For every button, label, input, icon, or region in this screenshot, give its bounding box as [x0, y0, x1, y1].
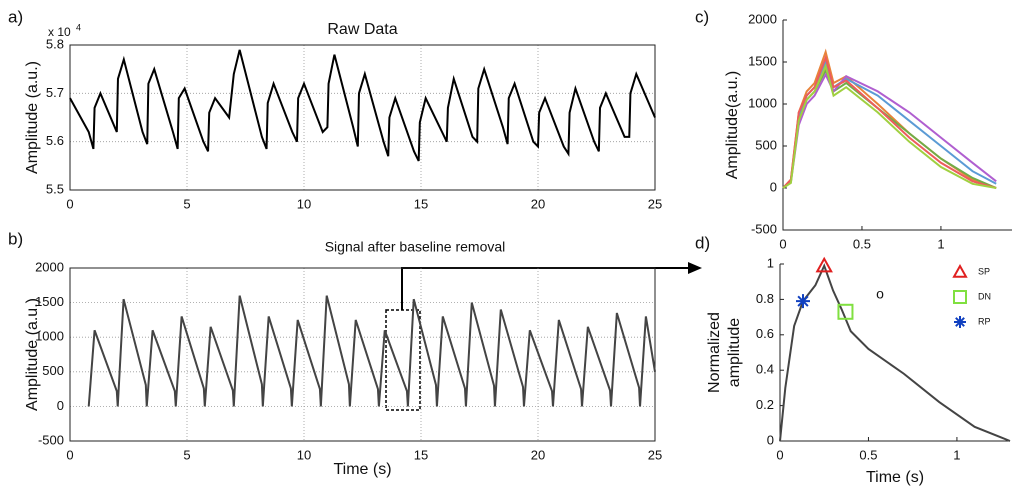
y-tick-label: 2000: [35, 259, 64, 274]
y-tick-label: 0: [770, 179, 777, 194]
x-axis-label: Time (s): [866, 469, 924, 486]
y-tick-label: 0.4: [756, 362, 774, 377]
x-tick-label: 5: [183, 447, 190, 462]
y-axis-label: Amplitude (a.u.): [24, 298, 41, 411]
y-tick-label: 5.7: [46, 85, 64, 100]
y-tick-label: 0: [57, 398, 64, 413]
y-tick-label: 1500: [748, 53, 777, 68]
x-tick-label: 0: [776, 447, 783, 462]
y-tick-label: -500: [38, 432, 64, 447]
data-line: [87, 295, 656, 407]
x-tick-label: 15: [414, 447, 428, 462]
data-line: [69, 49, 656, 162]
x-tick-label: 20: [531, 447, 545, 462]
panel-label: b): [8, 229, 23, 248]
marker: [837, 303, 854, 320]
marker: [815, 256, 833, 273]
y-tick-label: 2000: [748, 11, 777, 26]
x-tick-label: 10: [297, 447, 311, 462]
annotation: Signal after baseline removal: [325, 239, 506, 255]
x-tick-label: 0.5: [853, 236, 871, 251]
panel-label: a): [8, 7, 23, 26]
panel-label: d): [695, 233, 710, 252]
y-axis-label: Amplitude(a.u.): [724, 71, 741, 180]
y-axis-label: Amplitude (a.u.): [24, 61, 41, 174]
plot-frame: [69, 44, 656, 191]
x-tick-label: 25: [648, 447, 662, 462]
x-tick-label: 20: [531, 196, 545, 211]
x-tick-label: 5: [183, 196, 190, 211]
legend-label: DN: [978, 291, 991, 301]
data-line: [782, 63, 997, 189]
y-tick-label: 1500: [35, 294, 64, 309]
arrow: [401, 267, 690, 310]
chart-title: Raw Data: [327, 21, 397, 38]
y-axis-label: Normalized: [706, 312, 723, 393]
y-tick-label: 5.5: [46, 181, 64, 196]
y-tick-label: 1000: [35, 329, 64, 344]
y-tick-label: 500: [755, 137, 777, 152]
y-tick-label: 5.8: [46, 36, 64, 51]
x-tick-label: 1: [937, 236, 944, 251]
legend-symbol: [952, 263, 968, 278]
y-tick-label: 0.8: [756, 291, 774, 306]
legend-symbol: [953, 290, 967, 304]
legend-label: SP: [978, 266, 990, 276]
axes: [779, 264, 1010, 442]
x-tick-label: 0: [66, 196, 73, 211]
x-tick-label: 0.5: [859, 447, 877, 462]
y-tick-label: -500: [751, 221, 777, 236]
data-line: [782, 54, 997, 189]
plot-frame: [69, 267, 656, 442]
arrow-head: [688, 262, 702, 274]
x-tick-label: 10: [297, 196, 311, 211]
panel-label: c): [695, 7, 709, 26]
y-tick-label: 500: [42, 363, 64, 378]
x-axis-label: Time (s): [333, 461, 391, 478]
data-line: [779, 263, 1011, 442]
x-tick-label: 25: [648, 196, 662, 211]
y-tick-label: 1000: [748, 95, 777, 110]
y-axis-label: amplitude: [726, 318, 743, 387]
annotation: o: [876, 286, 884, 302]
y-tick-label: 1: [767, 255, 774, 270]
y-tick-label: 0.2: [756, 397, 774, 412]
x-tick-label: 0: [66, 447, 73, 462]
y-tick-label: 5.6: [46, 133, 64, 148]
marker: [796, 294, 810, 309]
axes: [782, 20, 1012, 231]
x-tick-label: 0: [779, 236, 786, 251]
x-tick-label: 1: [953, 447, 960, 462]
y-multiplier-exp: 4: [76, 22, 81, 32]
highlight-box: [385, 309, 421, 411]
y-tick-label: 0: [767, 432, 774, 447]
y-tick-label: 0.6: [756, 326, 774, 341]
y-multiplier: x 10: [48, 25, 71, 39]
legend-symbol: [954, 316, 966, 328]
x-tick-label: 15: [414, 196, 428, 211]
legend-label: RP: [978, 316, 991, 326]
